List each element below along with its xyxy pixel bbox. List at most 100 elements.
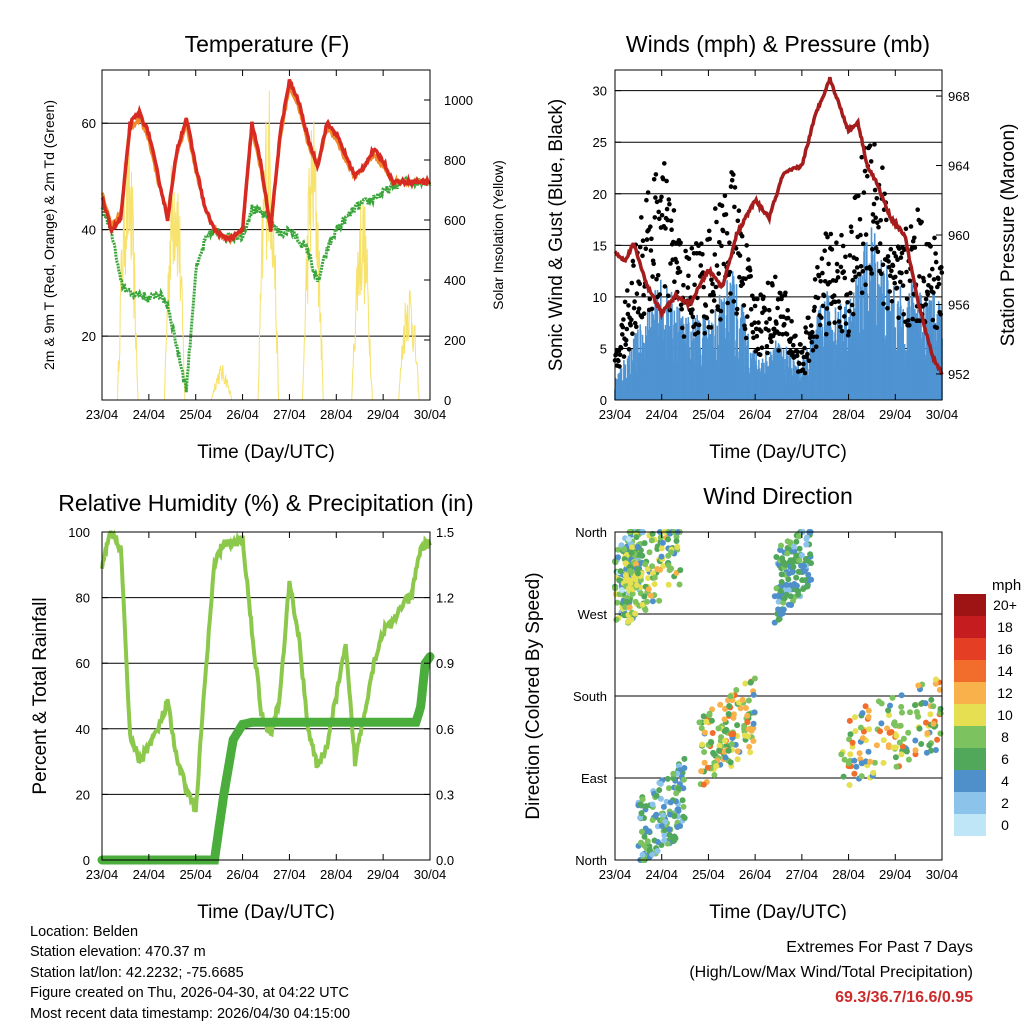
gust-point (764, 344, 770, 349)
gust-point (901, 312, 906, 317)
gust-point (737, 274, 742, 280)
colorbar-swatch (954, 616, 986, 638)
winds-xlabel: Time (Day/UTC) (709, 442, 847, 463)
gust-point (639, 215, 644, 220)
extremes-box: Extremes For Past 7 Days (High/Low/Max W… (689, 935, 973, 1010)
gust-point (748, 307, 754, 312)
direction-point (703, 718, 710, 725)
direction-point (932, 747, 939, 753)
direction-point (932, 680, 939, 687)
gust-point (728, 291, 733, 296)
gust-point (714, 219, 719, 225)
y-tick-label-left: 25 (593, 135, 607, 150)
gust-point (812, 277, 818, 282)
direction-point (681, 815, 688, 821)
gust-point (806, 358, 812, 364)
gust-point (823, 231, 829, 236)
gust-point (858, 264, 864, 269)
x-tick-label: 23/04 (86, 407, 119, 422)
temperature-xlabel: Time (Day/UTC) (197, 442, 335, 463)
direction-point (859, 710, 866, 717)
gust-point (856, 193, 861, 199)
gust-point (669, 227, 674, 232)
direction-point (654, 566, 661, 572)
gust-point (688, 311, 694, 316)
gust-point (759, 345, 765, 351)
direction-point (621, 546, 628, 553)
direction-point (658, 823, 665, 829)
x-tick-label: 25/04 (692, 407, 725, 422)
winds-title: Winds (mph) & Pressure (mb) (626, 31, 930, 57)
gust-point (630, 258, 636, 264)
gust-point (695, 295, 700, 301)
winds-pressure-series (613, 76, 944, 376)
direction-point (713, 763, 720, 769)
direction-point (698, 725, 705, 732)
direction-point (698, 768, 705, 775)
direction-point (717, 701, 724, 708)
x-tick-label: 28/04 (320, 407, 353, 422)
created-text: Figure created on Thu, 2026-04-30, at 04… (30, 985, 349, 1002)
direction-point (701, 759, 708, 766)
direction-point (898, 751, 905, 758)
gust-point (895, 257, 900, 263)
x-tick-label: 24/04 (645, 867, 678, 882)
direction-point (928, 696, 935, 703)
direction-point (675, 785, 682, 792)
humidity-frame (101, 531, 431, 861)
gust-point (729, 178, 735, 183)
direction-point (674, 544, 681, 550)
gust-point (770, 283, 775, 288)
x-tick-label: 24/04 (133, 867, 166, 882)
gust-point (696, 322, 702, 328)
direction-point (708, 717, 715, 724)
y-tick-label-right: 956 (948, 297, 970, 312)
direction-point (852, 714, 858, 721)
gust-point (859, 290, 865, 296)
direction-point (662, 818, 669, 825)
gust-point (713, 206, 718, 211)
direction-point (721, 716, 728, 723)
direction-point (924, 730, 931, 737)
gust-point (676, 265, 681, 271)
direction-point (773, 554, 780, 560)
gust-point (785, 308, 790, 313)
gust-point (811, 308, 817, 313)
gust-point (766, 307, 772, 313)
direction-point (885, 744, 892, 751)
direction-point (704, 764, 711, 771)
gust-point (718, 317, 723, 322)
direction-point (701, 729, 708, 736)
gust-point (819, 315, 824, 320)
gust-point (820, 270, 825, 276)
direction-point (634, 544, 641, 550)
direction-point (677, 567, 684, 574)
gust-point (765, 350, 770, 356)
direction-point (923, 749, 930, 756)
gust-point (623, 342, 628, 347)
direction-point (777, 611, 784, 618)
gust-point (651, 261, 656, 267)
gust-point (735, 218, 741, 224)
direction-point (666, 567, 673, 574)
gust-point (861, 190, 867, 195)
x-tick-label: 29/04 (367, 867, 400, 882)
gust-point (625, 311, 631, 317)
solar-insolation-day (257, 90, 280, 401)
direction-point (803, 534, 810, 541)
gust-point (776, 348, 781, 353)
gust-point (640, 238, 646, 243)
gust-point (711, 292, 716, 298)
direction-point (867, 758, 874, 765)
direction-point (905, 756, 912, 763)
direction-point (623, 598, 630, 605)
gust-point (843, 254, 848, 260)
direction-point (775, 598, 782, 605)
gust-point (662, 161, 667, 166)
direction-point (716, 747, 722, 754)
gust-point (872, 187, 878, 193)
direction-point (915, 682, 922, 689)
direction-point (846, 717, 853, 724)
gust-point (818, 279, 823, 284)
y-tick-label-left: 30 (593, 84, 607, 99)
